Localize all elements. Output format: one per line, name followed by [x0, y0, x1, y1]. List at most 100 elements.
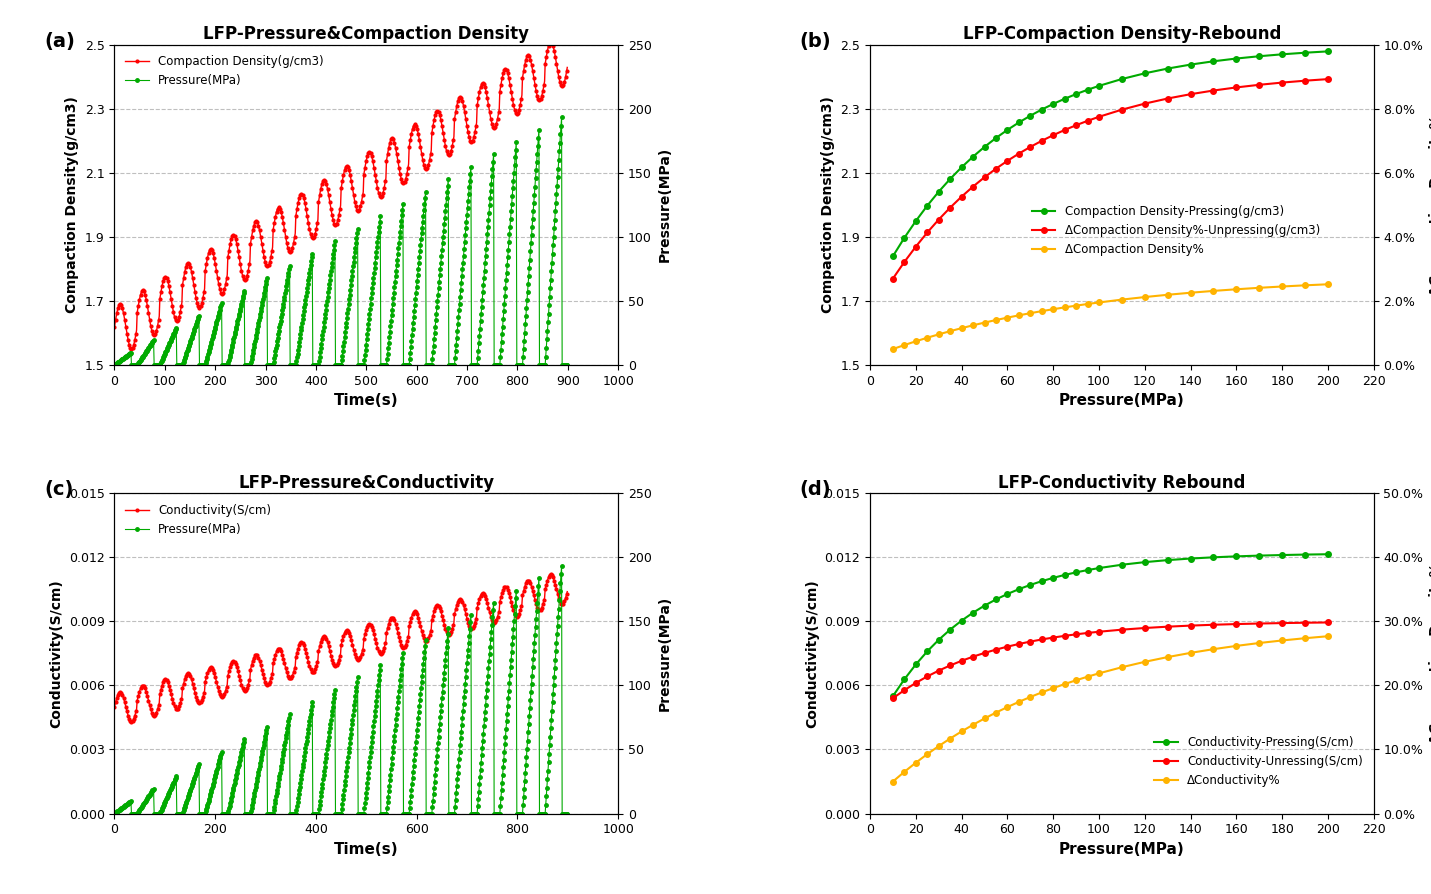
Conductivity-Pressing(S/cm) — [1022, 579, 1039, 590]
Conductivity-Unressing(S/cm) — [884, 693, 902, 704]
Compaction Density-Pressing(g/cm3) — [1136, 68, 1153, 79]
ΔCompaction Density% — [987, 315, 1005, 325]
ΔConductivity% — [964, 720, 982, 730]
Text: (d): (d) — [800, 480, 831, 500]
Conductivity-Unressing(S/cm) — [1113, 624, 1130, 635]
ΔCompaction Density%-Unpressing(g/cm3) — [1274, 77, 1291, 88]
Pressure(MPa) — [133, 800, 150, 811]
Compaction Density(g/cm3) — [135, 285, 152, 296]
Conductivity-Unressing(S/cm) — [953, 655, 970, 666]
Conductivity-Unressing(S/cm) — [1159, 621, 1176, 632]
ΔCompaction Density% — [1182, 287, 1199, 298]
ΔConductivity% — [1136, 656, 1153, 667]
ΔCompaction Density%-Unpressing(g/cm3) — [976, 172, 993, 182]
Compaction Density-Pressing(g/cm3) — [1090, 80, 1108, 91]
ΔCompaction Density%-Unpressing(g/cm3) — [1136, 98, 1153, 109]
ΔCompaction Density% — [953, 323, 970, 333]
Pressure(MPa) — [395, 198, 412, 209]
ΔCompaction Density%-Unpressing(g/cm3) — [953, 191, 970, 202]
Pressure(MPa) — [106, 808, 123, 819]
Text: (b): (b) — [800, 32, 831, 51]
Conductivity-Unressing(S/cm) — [964, 652, 982, 662]
Conductivity-Pressing(S/cm) — [1113, 560, 1130, 570]
Conductivity-Unressing(S/cm) — [999, 641, 1016, 652]
Conductivity(S/cm) — [135, 680, 152, 691]
ΔCompaction Density% — [896, 340, 913, 350]
Conductivity-Pressing(S/cm) — [987, 595, 1005, 605]
Conductivity-Unressing(S/cm) — [1068, 629, 1085, 640]
Pressure(MPa) — [449, 767, 467, 778]
Line: Conductivity-Unressing(S/cm): Conductivity-Unressing(S/cm) — [890, 620, 1331, 701]
Legend: Compaction Density(g/cm3), Pressure(MPa): Compaction Density(g/cm3), Pressure(MPa) — [120, 51, 329, 92]
Line: ΔCompaction Density%: ΔCompaction Density% — [890, 282, 1331, 352]
Compaction Density(g/cm3) — [106, 321, 123, 332]
ΔCompaction Density% — [1113, 294, 1130, 305]
Conductivity-Unressing(S/cm) — [1274, 618, 1291, 628]
ΔCompaction Density% — [930, 329, 947, 340]
Conductivity-Pressing(S/cm) — [1090, 562, 1108, 573]
Conductivity-Pressing(S/cm) — [1274, 550, 1291, 561]
ΔConductivity% — [884, 776, 902, 787]
Compaction Density(g/cm3) — [381, 137, 398, 148]
ΔCompaction Density%-Unpressing(g/cm3) — [1045, 130, 1062, 140]
Line: ΔConductivity%: ΔConductivity% — [890, 634, 1331, 784]
Pressure(MPa) — [381, 332, 398, 342]
Y-axis label: Pressure(MPa): Pressure(MPa) — [657, 148, 671, 263]
Conductivity-Unressing(S/cm) — [942, 660, 959, 670]
ΔCompaction Density%-Unpressing(g/cm3) — [1296, 75, 1314, 86]
Text: (c): (c) — [44, 480, 73, 500]
ΔConductivity% — [907, 757, 924, 768]
ΔCompaction Density%-Unpressing(g/cm3) — [1159, 93, 1176, 104]
ΔConductivity% — [1113, 662, 1130, 672]
Compaction Density-Pressing(g/cm3) — [896, 232, 913, 243]
Pressure(MPa) — [395, 647, 412, 658]
Pressure(MPa) — [558, 359, 575, 370]
ΔCompaction Density%-Unpressing(g/cm3) — [1182, 89, 1199, 99]
ΔConductivity% — [942, 733, 959, 744]
ΔCompaction Density% — [1228, 284, 1245, 295]
Conductivity-Unressing(S/cm) — [1136, 622, 1153, 633]
Pressure(MPa) — [495, 299, 512, 309]
Compaction Density-Pressing(g/cm3) — [1022, 110, 1039, 121]
ΔConductivity% — [1079, 671, 1096, 682]
ΔCompaction Density%-Unpressing(g/cm3) — [919, 227, 936, 238]
Conductivity-Unressing(S/cm) — [1022, 637, 1039, 647]
Conductivity(S/cm) — [558, 586, 575, 597]
Y-axis label: Conductivity(S/cm): Conductivity(S/cm) — [49, 579, 63, 728]
ΔCompaction Density%-Unpressing(g/cm3) — [884, 274, 902, 284]
Conductivity-Pressing(S/cm) — [953, 615, 970, 626]
Pressure(MPa) — [495, 746, 512, 757]
Title: LFP-Conductivity Rebound: LFP-Conductivity Rebound — [999, 474, 1245, 492]
Conductivity-Pressing(S/cm) — [1010, 584, 1027, 595]
Conductivity-Unressing(S/cm) — [930, 665, 947, 676]
ΔConductivity% — [1182, 647, 1199, 658]
ΔCompaction Density% — [1159, 290, 1176, 300]
ΔCompaction Density% — [1056, 302, 1073, 313]
X-axis label: Pressure(MPa): Pressure(MPa) — [1059, 842, 1185, 856]
ΔConductivity% — [1090, 668, 1108, 679]
ΔConductivity% — [1159, 652, 1176, 662]
ΔCompaction Density% — [1045, 304, 1062, 315]
ΔCompaction Density% — [942, 325, 959, 336]
Y-axis label: Conductivity(S/cm): Conductivity(S/cm) — [804, 579, 819, 728]
ΔCompaction Density% — [1319, 279, 1337, 290]
Conductivity-Unressing(S/cm) — [1205, 620, 1222, 630]
Compaction Density-Pressing(g/cm3) — [1319, 46, 1337, 56]
ΔCompaction Density% — [884, 343, 902, 354]
Compaction Density-Pressing(g/cm3) — [884, 251, 902, 262]
Conductivity(S/cm) — [449, 595, 467, 606]
ΔCompaction Density%-Unpressing(g/cm3) — [907, 241, 924, 252]
ΔCompaction Density% — [1068, 300, 1085, 311]
ΔConductivity% — [896, 766, 913, 777]
Line: Conductivity(S/cm): Conductivity(S/cm) — [113, 573, 568, 723]
Compaction Density-Pressing(g/cm3) — [919, 200, 936, 211]
Conductivity-Pressing(S/cm) — [1319, 549, 1337, 560]
Compaction Density-Pressing(g/cm3) — [1113, 73, 1130, 84]
Conductivity-Pressing(S/cm) — [1228, 551, 1245, 561]
Compaction Density-Pressing(g/cm3) — [1205, 56, 1222, 67]
Conductivity-Pressing(S/cm) — [1079, 565, 1096, 576]
ΔConductivity% — [1056, 679, 1073, 689]
Compaction Density-Pressing(g/cm3) — [1228, 53, 1245, 63]
Compaction Density-Pressing(g/cm3) — [964, 151, 982, 162]
ΔCompaction Density%-Unpressing(g/cm3) — [930, 215, 947, 225]
